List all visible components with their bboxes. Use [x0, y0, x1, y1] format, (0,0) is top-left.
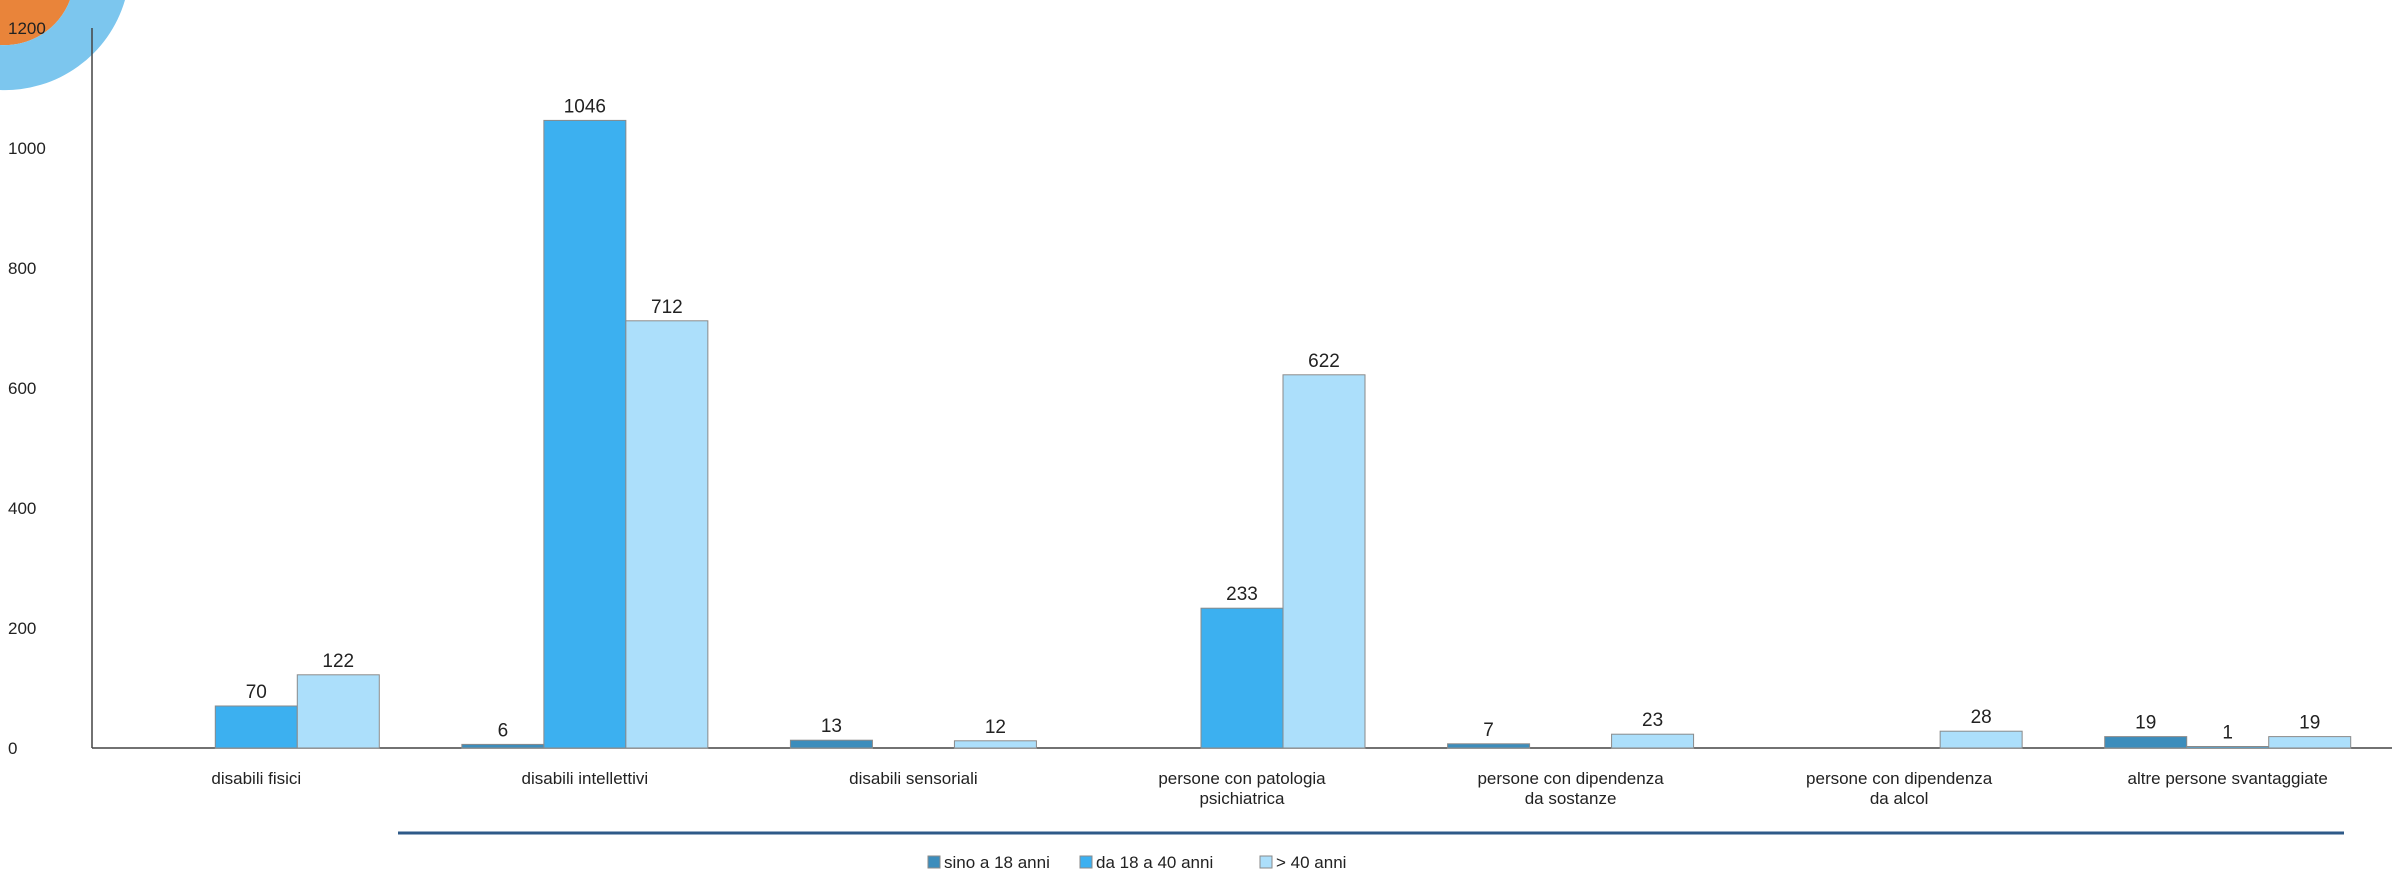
bar: [625, 320, 709, 749]
legend: sino a 18 anni da 18 a 40 anni > 40 anni: [927, 853, 1346, 872]
x-category-label: persone con dipendenza da sostanze: [1477, 769, 1664, 808]
bars-layer: [214, 119, 2352, 749]
x-category-label-line: persone con dipendenza: [1806, 769, 1993, 788]
x-category-label-line: da sostanze: [1525, 789, 1617, 808]
legend-swatch: [927, 855, 941, 869]
data-label: 122: [322, 651, 354, 672]
y-tick-label: 800: [8, 259, 36, 278]
x-category-label-line: psichiatrica: [1199, 789, 1285, 808]
legend-swatch: [1079, 855, 1093, 869]
data-label: 7: [1483, 720, 1494, 741]
bar: [789, 739, 873, 749]
data-label: 233: [1226, 584, 1258, 605]
data-label: 1: [2222, 723, 2233, 744]
data-label: 712: [651, 297, 683, 318]
bar: [214, 705, 298, 749]
y-tick-label: 400: [8, 499, 36, 518]
y-tick-label: 200: [8, 619, 36, 638]
y-tick-label: 0: [8, 739, 17, 758]
data-label: 28: [1971, 707, 1992, 728]
bar: [461, 743, 545, 749]
legend-swatch: [1259, 855, 1273, 869]
x-category-label: persone con patologia psichiatrica: [1158, 769, 1326, 808]
bar: [2268, 736, 2352, 749]
x-category-label: disabili fisici: [211, 769, 301, 788]
bar: [2104, 736, 2188, 749]
y-tick-label: 1200: [8, 19, 46, 38]
x-category-label-line: disabili sensoriali: [849, 769, 978, 788]
x-category-label: persone con dipendenza da alcol: [1806, 769, 1993, 808]
legend-label: > 40 anni: [1276, 853, 1346, 872]
x-category-label: disabili intellettivi: [522, 769, 649, 788]
y-tick-label: 600: [8, 379, 36, 398]
data-label: 6: [498, 720, 509, 741]
x-category-label-line: disabili intellettivi: [522, 769, 649, 788]
data-label: 1046: [564, 96, 606, 117]
x-category-label-line: altre persone svantaggiate: [2128, 769, 2328, 788]
x-category-label: altre persone svantaggiate: [2128, 769, 2328, 788]
data-label: 23: [1642, 710, 1663, 731]
data-label: 13: [821, 716, 842, 737]
bar: [1447, 743, 1531, 749]
x-category-label-line: persone con dipendenza: [1477, 769, 1664, 788]
bar: [543, 119, 627, 749]
data-label: 70: [246, 682, 267, 703]
x-category-label: disabili sensoriali: [849, 769, 978, 788]
corner-arc-orange: [0, 0, 70, 46]
corner-decoration: [0, 0, 125, 91]
category-labels-layer: disabili fisici disabili intellettivi disa…: [211, 769, 2327, 808]
y-tick-label: 1000: [8, 139, 46, 158]
data-labels-layer: 70 122 6 1046 712 13 12 233 622 7 23 28 19 1 19: [246, 96, 2321, 743]
x-category-label-line: da alcol: [1870, 789, 1929, 808]
bar: [1939, 730, 2023, 749]
corner-arc-blue: [0, 0, 125, 91]
data-label: 19: [2299, 713, 2320, 734]
legend-label: da 18 a 40 anni: [1096, 853, 1213, 872]
bar: [1200, 607, 1284, 749]
bar: [2186, 746, 2270, 749]
bar: [296, 674, 380, 749]
bar: [953, 740, 1037, 749]
data-label: 622: [1308, 351, 1340, 372]
bar: [1282, 374, 1366, 749]
bar: [1611, 733, 1695, 749]
data-label: 12: [985, 717, 1006, 738]
legend-label: sino a 18 anni: [944, 853, 1050, 872]
data-label: 19: [2135, 713, 2156, 734]
x-category-label-line: disabili fisici: [211, 769, 301, 788]
x-category-label-line: persone con patologia: [1158, 769, 1326, 788]
axis-layer: 0 200 400 600 800 1000 1200: [8, 19, 2392, 758]
